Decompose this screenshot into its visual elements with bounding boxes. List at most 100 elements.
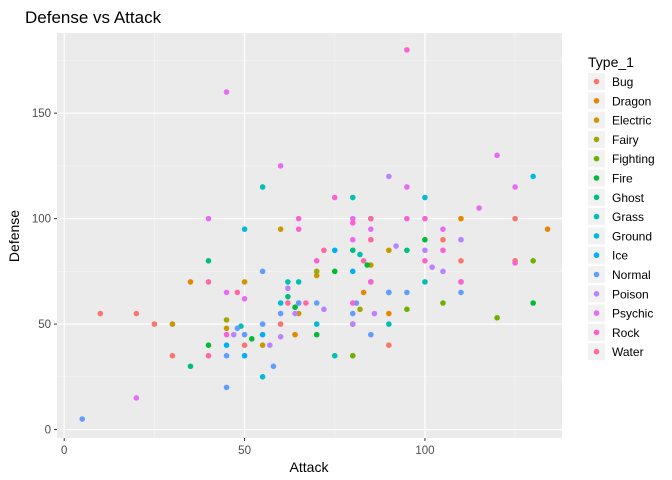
plot-panel	[57, 33, 562, 438]
x-axis-ticks: 0 50 100	[61, 438, 435, 457]
point-fire	[313, 331, 320, 338]
point-bug	[151, 321, 158, 327]
point-ground	[241, 226, 248, 232]
point-rock	[404, 47, 410, 53]
point-psychic	[476, 205, 482, 211]
point-ghost	[205, 258, 212, 264]
point-rock	[404, 215, 410, 222]
data-points	[79, 47, 551, 422]
point-rock	[295, 215, 302, 222]
point-poison	[230, 331, 237, 338]
point-normal	[349, 310, 356, 317]
point-grass	[285, 279, 291, 285]
point-water	[205, 352, 212, 359]
point-rock	[368, 279, 374, 285]
point-water	[360, 258, 367, 264]
legend-swatch-poison	[593, 291, 600, 297]
point-psychic	[241, 295, 248, 302]
point-normal	[270, 363, 277, 370]
point-electric	[241, 279, 248, 285]
legend-label-ice: Ice	[612, 249, 628, 263]
grid-minor	[57, 33, 562, 438]
legend-swatch-normal	[593, 271, 600, 278]
y-axis-ticks: 0 50 100 150	[32, 108, 57, 437]
point-fighting	[349, 352, 356, 359]
point-poison	[429, 264, 435, 270]
point-dragon	[187, 279, 194, 285]
legend-swatch-ground	[593, 233, 600, 239]
legend-swatch-dragon	[593, 98, 600, 104]
point-ghost	[285, 293, 291, 300]
point-poison	[458, 236, 464, 243]
point-poison	[285, 285, 291, 292]
point-dragon	[544, 226, 551, 232]
point-normal	[259, 321, 266, 327]
point-ice	[223, 342, 230, 348]
legend-swatch-ghost	[593, 194, 600, 201]
point-ghost	[404, 247, 410, 254]
point-grass	[295, 279, 302, 285]
point-water	[368, 236, 374, 243]
point-normal	[79, 416, 86, 422]
point-normal	[386, 289, 392, 296]
y-tick-label: 100	[32, 214, 51, 226]
point-grass	[386, 321, 392, 327]
point-grass	[422, 279, 428, 285]
point-fire	[422, 236, 428, 243]
point-normal	[458, 289, 464, 296]
point-fire	[364, 262, 371, 268]
point-water	[368, 215, 374, 222]
point-poison	[386, 173, 392, 180]
point-electric	[277, 226, 284, 232]
point-rock	[349, 220, 356, 226]
point-ground	[422, 194, 428, 201]
point-water	[205, 279, 212, 285]
legend-label-ghost: Ghost	[612, 191, 645, 205]
point-fighting	[440, 300, 446, 306]
legend-label-water: Water	[612, 345, 644, 359]
legend-label-fairy: Fairy	[612, 133, 639, 147]
point-fire	[292, 304, 298, 311]
grid-major	[57, 33, 562, 438]
point-electric	[169, 321, 176, 327]
legend-label-fighting: Fighting	[612, 152, 655, 166]
point-dragon	[386, 310, 392, 317]
point-rock	[313, 258, 320, 264]
x-tick-label: 50	[238, 445, 251, 457]
legend-label-fire: Fire	[612, 172, 633, 186]
legend-label-bug: Bug	[612, 75, 633, 89]
legend-label-rock: Rock	[612, 326, 640, 340]
point-bug	[241, 342, 248, 348]
point-psychic	[494, 152, 500, 159]
point-ice	[331, 247, 338, 254]
point-poison	[267, 342, 273, 348]
legend-swatch-water	[593, 348, 600, 355]
point-grass	[331, 352, 338, 359]
point-bug	[97, 310, 104, 317]
point-normal	[234, 325, 241, 332]
point-normal	[277, 310, 284, 317]
y-tick-label: 0	[45, 425, 51, 437]
legend-swatch-rock	[593, 329, 600, 336]
point-psychic	[349, 236, 356, 243]
point-dragon	[360, 289, 367, 296]
point-psychic	[368, 226, 374, 232]
legend-swatch-grass	[593, 213, 600, 220]
point-bug	[133, 310, 140, 317]
legend: Type_1 Bug Dragon Electric Fairy Fighting Fir…	[588, 54, 655, 361]
point-ground	[313, 321, 320, 327]
chart-title: Defense vs Attack	[25, 8, 162, 27]
point-psychic	[512, 184, 518, 190]
point-water	[234, 289, 241, 296]
point-dragon	[458, 215, 464, 222]
point-poison	[371, 310, 378, 317]
point-bug	[440, 236, 446, 243]
point-poison	[422, 247, 428, 254]
point-rock	[295, 226, 302, 232]
point-ice	[259, 331, 266, 338]
legend-label-psychic: Psychic	[612, 307, 653, 321]
point-fire	[530, 300, 536, 306]
point-psychic	[133, 395, 140, 401]
point-fairy	[357, 306, 363, 313]
